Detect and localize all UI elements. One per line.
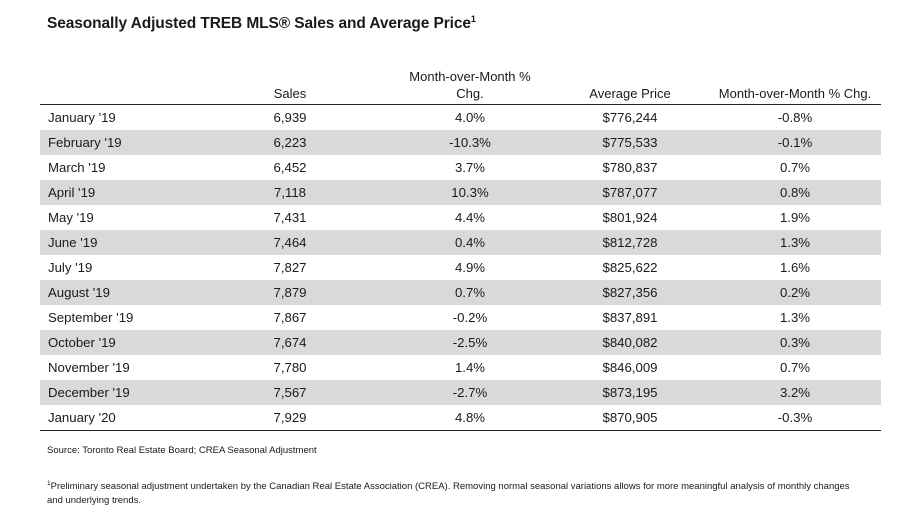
title-text: Seasonally Adjusted TREB MLS® Sales and … — [47, 15, 471, 33]
cell-mom-sales: 1.4% — [454, 360, 486, 375]
cell-mom-sales: 4.9% — [454, 260, 486, 275]
cell-mom-sales: -10.3% — [449, 135, 491, 150]
cell-average-price: $827,356 — [602, 285, 658, 300]
cell-mom-price: 1.6% — [779, 260, 811, 275]
table-row: October '19 7,674 -2.5% $840,082 0.3% — [40, 330, 881, 355]
cell-sales: 7,567 — [273, 385, 307, 400]
cell-mom-price: -0.8% — [777, 110, 813, 125]
header-mom-sales-line1: Month-over-Month % — [409, 69, 531, 84]
source-note: Source: Toronto Real Estate Board; CREA … — [47, 445, 317, 456]
cell-sales: 7,674 — [273, 335, 307, 350]
cell-sales: 7,118 — [273, 185, 307, 200]
cell-mom-price: 3.2% — [779, 385, 811, 400]
cell-sales: 7,431 — [273, 210, 307, 225]
cell-mom-sales: 10.3% — [451, 185, 489, 200]
table-row: April '19 7,118 10.3% $787,077 0.8% — [40, 180, 881, 205]
cell-average-price: $840,082 — [602, 335, 658, 350]
table-row: December '19 7,567 -2.7% $873,195 3.2% — [40, 380, 881, 405]
cell-mom-sales: 4.8% — [454, 410, 486, 425]
table-header: Sales Month-over-Month % Chg. Average Pr… — [40, 64, 881, 105]
cell-mom-sales: 4.4% — [454, 210, 486, 225]
footnote-marker: 1 — [47, 480, 51, 487]
cell-sales: 7,929 — [273, 410, 307, 425]
cell-month: June '19 — [48, 235, 98, 250]
header-sales: Sales — [273, 86, 307, 101]
cell-mom-sales: 3.7% — [454, 160, 486, 175]
cell-average-price: $873,195 — [602, 385, 658, 400]
cell-average-price: $780,837 — [602, 160, 658, 175]
header-mom-price: Month-over-Month % Chg. — [718, 86, 872, 101]
cell-mom-price: 1.9% — [779, 210, 811, 225]
table-row: August '19 7,879 0.7% $827,356 0.2% — [40, 280, 881, 305]
cell-average-price: $775,533 — [602, 135, 658, 150]
cell-sales: 7,867 — [273, 310, 307, 325]
cell-mom-price: 0.7% — [779, 160, 811, 175]
footnote: 1Preliminary seasonal adjustment underta… — [47, 477, 867, 508]
cell-mom-price: 1.3% — [779, 310, 811, 325]
cell-mom-price: 1.3% — [779, 235, 811, 250]
cell-mom-sales: -2.7% — [452, 385, 488, 400]
table-row: January '20 7,929 4.8% $870,905 -0.3% — [40, 405, 881, 430]
table-row: June '19 7,464 0.4% $812,728 1.3% — [40, 230, 881, 255]
cell-mom-price: 0.2% — [779, 285, 811, 300]
title-footnote-marker: 1 — [470, 14, 476, 24]
cell-month: December '19 — [48, 385, 130, 400]
cell-mom-price: -0.1% — [777, 135, 813, 150]
cell-month: November '19 — [48, 360, 130, 375]
cell-average-price: $825,622 — [602, 260, 658, 275]
cell-average-price: $837,891 — [602, 310, 658, 325]
header-average-price: Average Price — [589, 86, 671, 101]
sales-price-table: Sales Month-over-Month % Chg. Average Pr… — [40, 64, 881, 431]
cell-month: August '19 — [48, 285, 110, 300]
cell-sales: 7,464 — [273, 235, 307, 250]
table-body: January '19 6,939 4.0% $776,244 -0.8% Februar… — [40, 105, 881, 430]
cell-mom-sales: -2.5% — [452, 335, 488, 350]
cell-mom-sales: 0.4% — [454, 235, 486, 250]
table-row: July '19 7,827 4.9% $825,622 1.6% — [40, 255, 881, 280]
cell-sales: 7,780 — [273, 360, 307, 375]
cell-mom-price: -0.3% — [777, 410, 813, 425]
cell-mom-sales: 0.7% — [454, 285, 486, 300]
cell-mom-sales: -0.2% — [452, 310, 488, 325]
cell-month: May '19 — [48, 210, 94, 225]
cell-mom-sales: 4.0% — [454, 110, 486, 125]
footnote-text: Preliminary seasonal adjustment undertak… — [47, 481, 850, 507]
table-row: January '19 6,939 4.0% $776,244 -0.8% — [40, 105, 881, 130]
cell-average-price: $812,728 — [602, 235, 658, 250]
cell-month: July '19 — [48, 260, 93, 275]
header-mom-sales-line2: Chg. — [456, 86, 484, 101]
table-row: November '19 7,780 1.4% $846,009 0.7% — [40, 355, 881, 380]
cell-average-price: $870,905 — [602, 410, 658, 425]
cell-month: October '19 — [48, 335, 116, 350]
cell-sales: 7,879 — [273, 285, 307, 300]
table-row: February '19 6,223 -10.3% $775,533 -0.1% — [40, 130, 881, 155]
table-row: March '19 6,452 3.7% $780,837 0.7% — [40, 155, 881, 180]
cell-mom-price: 0.8% — [779, 185, 811, 200]
cell-month: January '19 — [48, 110, 116, 125]
page-title: Seasonally Adjusted TREB MLS® Sales and … — [47, 14, 476, 33]
cell-sales: 6,452 — [273, 160, 307, 175]
cell-month: February '19 — [48, 135, 122, 150]
cell-mom-price: 0.7% — [779, 360, 811, 375]
cell-month: April '19 — [48, 185, 96, 200]
cell-average-price: $846,009 — [602, 360, 658, 375]
cell-sales: 6,223 — [273, 135, 307, 150]
cell-month: September '19 — [48, 310, 134, 325]
cell-month: March '19 — [48, 160, 106, 175]
cell-sales: 6,939 — [273, 110, 307, 125]
header-mom-sales: Month-over-Month % Chg. — [400, 68, 540, 102]
cell-mom-price: 0.3% — [779, 335, 811, 350]
cell-average-price: $787,077 — [602, 185, 658, 200]
cell-average-price: $776,244 — [602, 110, 658, 125]
cell-average-price: $801,924 — [602, 210, 658, 225]
cell-month: January '20 — [48, 410, 116, 425]
table-bottom-rule — [40, 430, 881, 431]
table-row: September '19 7,867 -0.2% $837,891 1.3% — [40, 305, 881, 330]
table-row: May '19 7,431 4.4% $801,924 1.9% — [40, 205, 881, 230]
cell-sales: 7,827 — [273, 260, 307, 275]
